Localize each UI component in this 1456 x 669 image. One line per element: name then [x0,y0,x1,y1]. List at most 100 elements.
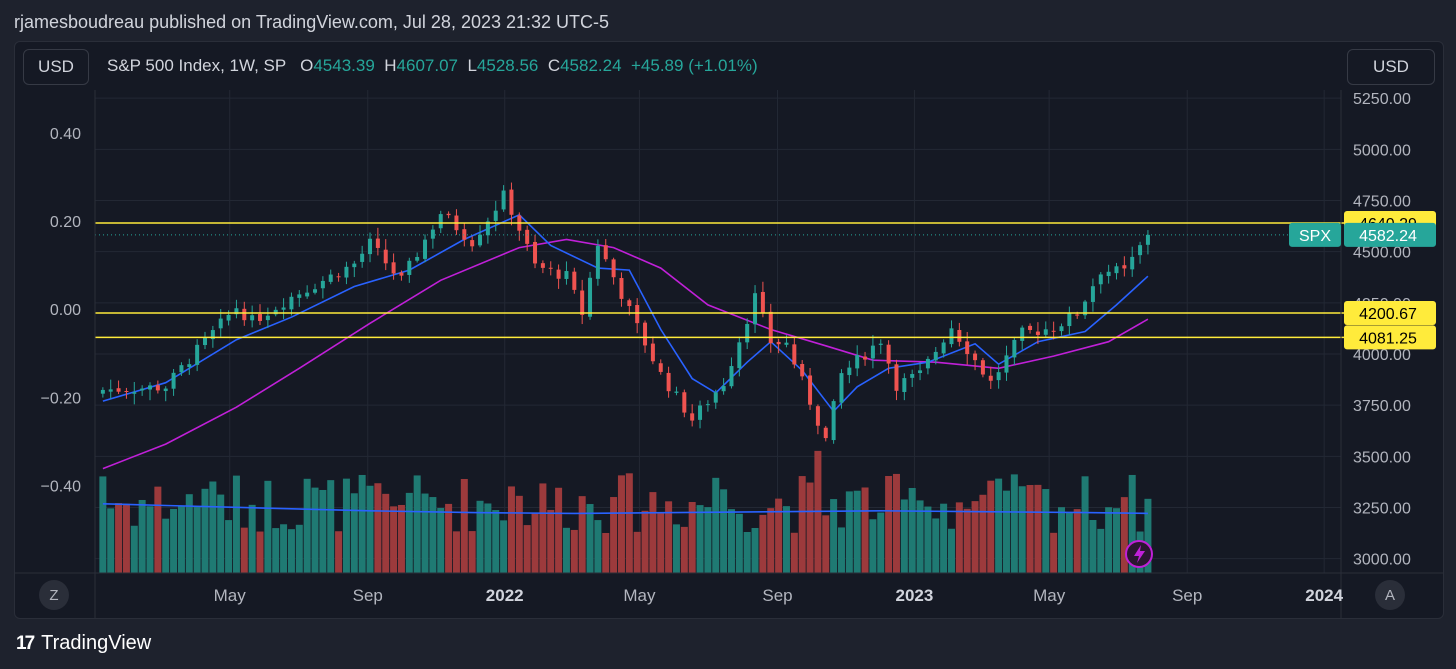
volume-bar [861,487,869,573]
percent-tick-label: 0.40 [50,126,81,143]
volume-bar [484,503,492,573]
candle-body [478,234,483,246]
volume-bar [382,493,390,573]
price-tick-label: 3250.00 [1353,501,1411,518]
volume-bar [1034,484,1042,573]
volume-bar [578,496,586,573]
open-value: 4543.39 [313,56,375,75]
volume-bar [712,477,720,573]
candle-body [611,259,616,278]
candle-body [603,245,608,260]
time-tick-label: 2022 [486,586,524,605]
percent-tick-label: 0.00 [50,302,81,319]
close-label: C [547,56,561,75]
candle-body [595,245,600,279]
candle-body [250,315,255,321]
candle-body [501,190,506,210]
candle-body [933,351,938,361]
volume-bar [853,490,861,573]
candle-body [281,307,286,310]
volume-bar [295,524,303,573]
level-price-tag [1344,300,1436,325]
candle-body [226,314,231,321]
candle-body [368,238,373,255]
candle-body [218,318,223,329]
volume-bar [696,505,704,573]
volume-bar [1089,519,1097,573]
volume-bar [869,519,877,573]
candle-body [1051,330,1056,332]
candle-body [100,389,105,394]
volume-bar [272,528,280,573]
price-chart[interactable]: 3000.003250.003500.003750.004000.004250.… [15,42,1443,618]
volume-bar [586,504,594,573]
volume-bar [1042,489,1050,573]
volume-bar [908,487,916,573]
price-tick-label: 5000.00 [1353,142,1411,159]
volume-bar [358,474,366,573]
candle-body [839,373,844,403]
volume-bar [99,476,107,573]
volume-bar [955,502,963,573]
volume-bar [665,501,673,573]
volume-bar [672,524,680,573]
candle-body [973,353,978,361]
volume-bar [421,493,429,573]
candle-body [949,328,954,345]
candle-body [155,385,160,391]
tradingview-logo[interactable]: 17 TradingView [16,632,151,655]
candle-body [1130,256,1135,270]
volume-bar [232,475,240,573]
lightning-icon-bolt [1134,545,1145,563]
volume-bar [1081,476,1089,573]
published-text: rjamesboudreau published on TradingView.… [14,12,610,32]
candle-body [313,289,318,293]
candle-body [352,263,357,268]
chart-panel[interactable]: 3000.003250.003500.003750.004000.004250.… [14,41,1444,619]
auto-scale-button[interactable]: A [1375,580,1405,610]
volume-bar [342,478,350,573]
level-price-label: 4200.67 [1359,306,1417,323]
candle-body [902,378,907,393]
candle-body [258,314,263,321]
candle-body [753,293,758,325]
volume-bar [413,475,421,573]
candle-body [210,330,215,340]
high-label: H [384,56,397,75]
volume-bar [743,531,751,573]
symbol-tag [1289,222,1341,247]
volume-bar [437,507,445,573]
candle-body [855,355,860,369]
volume-bar [429,497,437,573]
candle-body [1083,301,1088,316]
candle-body [674,391,679,393]
volume-bar [735,513,743,573]
volume-bar [633,531,641,573]
volume-bar [790,532,798,573]
volume-bar [1105,507,1113,573]
candle-body [737,342,742,369]
time-tick-label: Sep [1172,586,1202,605]
footer: 17 TradingView [0,620,1456,669]
volume-bar [932,518,940,573]
volume-bar [531,512,539,573]
volume-bar [170,508,178,573]
volume-bar [782,506,790,573]
candle-body [548,267,553,269]
candle-body [556,269,561,279]
candle-body [1067,312,1072,327]
candle-body [878,343,883,345]
candle-body [745,323,750,343]
volume-bar [885,476,893,573]
volume-bar [460,478,468,573]
volume-bar [759,514,767,573]
candle-body [415,257,420,261]
timezone-z-button[interactable]: Z [39,580,69,610]
candle-body [658,363,663,372]
volume-bar [555,487,563,573]
volume-bar [390,506,398,573]
currency-button-left[interactable]: USD [23,49,89,85]
candle-body [996,372,1001,381]
currency-button-right[interactable]: USD [1347,49,1435,85]
volume-bar [445,503,453,573]
